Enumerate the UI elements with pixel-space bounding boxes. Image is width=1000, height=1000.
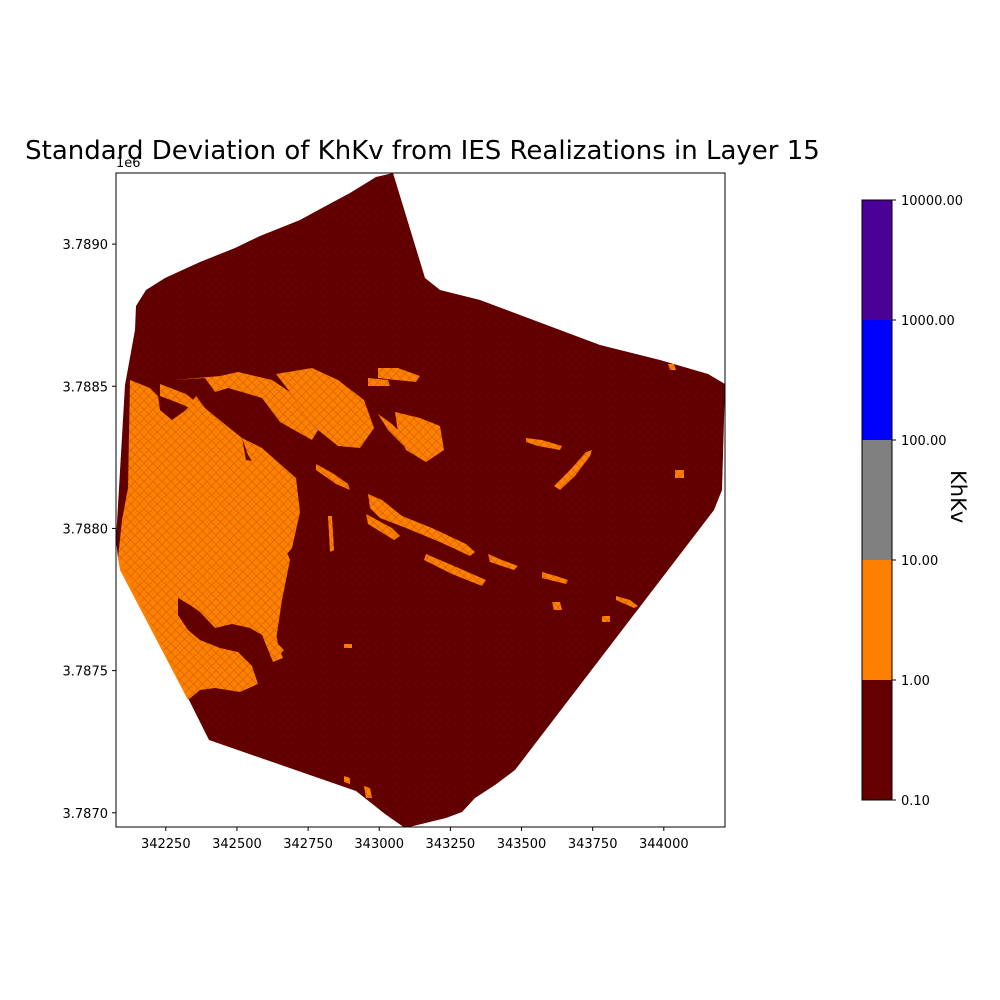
colorbar-frame bbox=[861, 199, 893, 801]
x-axis: 342250 342500 342750 343000 343250 343500 3437… bbox=[141, 827, 689, 852]
colorbar-tick-label: 1.00 bbox=[901, 674, 930, 689]
colorbar-tick-label: 100.00 bbox=[901, 434, 947, 449]
y-tick-label: 3.7870 bbox=[63, 807, 109, 822]
y-tick-label: 3.7890 bbox=[63, 238, 109, 253]
colorbar: 0.10 1.00 10.00 100.00 1000.00 10000.00 bbox=[861, 194, 963, 809]
chart-title: Standard Deviation of KhKv from IES Real… bbox=[25, 136, 820, 166]
x-tick-label: 344000 bbox=[639, 837, 689, 852]
x-tick-label: 343750 bbox=[568, 837, 618, 852]
khkv-map bbox=[116, 173, 725, 827]
y-tick-label: 3.7880 bbox=[63, 522, 109, 537]
y-axis: 3.7870 3.7875 3.7880 3.7885 3.7890 bbox=[63, 238, 116, 822]
y-tick-label: 3.7875 bbox=[63, 665, 109, 680]
axes-frame bbox=[115, 172, 726, 828]
colorbar-segment bbox=[862, 320, 892, 440]
colorbar-tick-label: 10.00 bbox=[901, 554, 938, 569]
x-tick-label: 343000 bbox=[354, 837, 404, 852]
x-tick-label: 343500 bbox=[497, 837, 547, 852]
colorbar-segment bbox=[862, 560, 892, 680]
x-tick-label: 342250 bbox=[141, 837, 191, 852]
colorbar-segment bbox=[862, 680, 892, 800]
mesh-overlay bbox=[116, 173, 725, 827]
colorbar-tick-label: 10000.00 bbox=[901, 194, 963, 209]
colorbar-tick-label: 0.10 bbox=[901, 794, 930, 809]
y-offset-label: 1e6 bbox=[116, 156, 141, 171]
x-tick-label: 342750 bbox=[283, 837, 333, 852]
colorbar-segment bbox=[862, 200, 892, 320]
colorbar-label: KhKv bbox=[946, 470, 970, 524]
colorbar-segment bbox=[862, 440, 892, 560]
colorbar-tick-label: 1000.00 bbox=[901, 314, 955, 329]
x-tick-label: 343250 bbox=[426, 837, 476, 852]
y-tick-label: 3.7885 bbox=[63, 380, 109, 395]
x-tick-label: 342500 bbox=[212, 837, 262, 852]
